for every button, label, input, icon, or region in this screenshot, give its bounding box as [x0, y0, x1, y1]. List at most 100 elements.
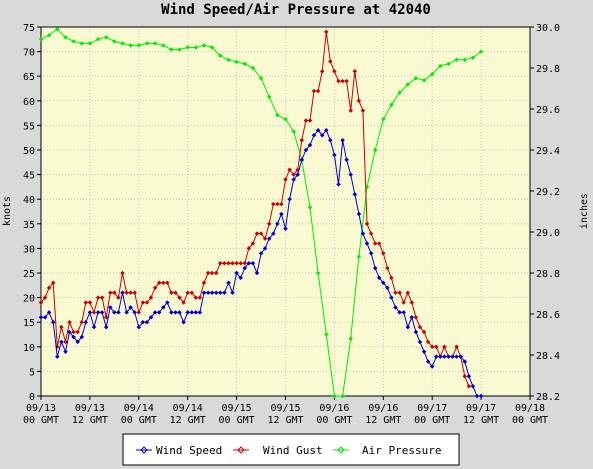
data-point	[417, 339, 423, 345]
data-point	[144, 300, 150, 305]
x-tick-label-time: 00 GMT	[219, 415, 255, 426]
data-point	[144, 41, 150, 46]
data-point	[348, 108, 354, 113]
x-tick-label-date: 09/15	[222, 403, 252, 414]
x-tick-label-date: 09/15	[270, 403, 300, 414]
data-point	[140, 319, 146, 325]
data-point	[136, 324, 142, 330]
data-point	[111, 290, 117, 296]
data-point	[356, 98, 362, 104]
data-point	[332, 152, 337, 158]
data-point	[275, 112, 280, 118]
data-point	[42, 295, 48, 300]
data-point	[425, 359, 431, 364]
data-point	[83, 319, 89, 325]
data-point	[63, 349, 68, 355]
data-point	[299, 157, 305, 163]
data-point	[307, 118, 313, 123]
data-point	[242, 61, 248, 67]
data-point	[164, 300, 170, 305]
data-point	[478, 49, 484, 54]
data-point	[50, 280, 56, 286]
chart-title: Wind Speed/Air Pressure at 42040	[161, 2, 431, 18]
data-point	[319, 132, 325, 138]
data-point	[315, 88, 321, 94]
data-point	[71, 334, 76, 340]
data-point	[376, 275, 382, 281]
data-point	[67, 329, 72, 335]
data-point	[230, 290, 235, 296]
data-point	[209, 290, 215, 296]
data-point	[450, 354, 455, 359]
data-point	[91, 324, 97, 330]
data-point	[54, 354, 60, 359]
data-point	[42, 314, 48, 320]
data-point	[458, 354, 464, 359]
data-point	[181, 300, 186, 305]
y-right-tick-label: 28.4	[536, 351, 560, 362]
data-point	[222, 260, 227, 266]
data-point	[46, 285, 52, 291]
x-tick-label-date: 09/13	[26, 403, 56, 414]
data-point	[213, 270, 219, 276]
data-point	[185, 45, 191, 50]
y-left-tick-label: 65	[23, 72, 35, 83]
data-point	[332, 393, 337, 399]
data-point	[87, 41, 93, 46]
legend-air-pressure-label: Air Pressure	[362, 444, 441, 457]
data-point	[128, 290, 133, 296]
data-point	[385, 285, 390, 291]
data-point	[217, 260, 223, 266]
data-point	[169, 47, 174, 52]
data-point	[120, 41, 125, 46]
x-tick-label-time: 00 GMT	[121, 415, 157, 426]
y-left-tick-label: 5	[29, 367, 35, 378]
data-point	[258, 250, 264, 256]
data-point	[254, 231, 260, 236]
series-layer	[38, 26, 484, 399]
data-point	[409, 314, 415, 320]
data-point	[401, 310, 407, 315]
y-left-tick-label: 50	[23, 146, 35, 157]
y-left-tick-label: 10	[23, 343, 35, 354]
data-point	[437, 354, 443, 359]
data-point	[38, 300, 44, 305]
data-point	[397, 90, 402, 95]
data-point	[380, 280, 386, 286]
data-point	[405, 290, 411, 296]
data-point	[372, 265, 378, 271]
data-point	[393, 305, 398, 310]
data-point	[454, 57, 459, 63]
data-point	[433, 344, 439, 350]
data-point	[303, 147, 309, 153]
legend-box	[122, 433, 460, 466]
data-point	[401, 300, 407, 305]
data-point	[197, 310, 203, 315]
data-point	[421, 349, 427, 355]
data-point	[238, 275, 244, 281]
x-tick-label-time: 12 GMT	[170, 415, 206, 426]
data-point	[250, 260, 256, 266]
data-point	[250, 65, 256, 71]
data-point	[107, 290, 113, 296]
data-point	[413, 75, 419, 81]
data-point	[156, 310, 162, 315]
data-point	[266, 236, 272, 241]
data-point	[380, 250, 386, 256]
data-point	[336, 182, 341, 187]
legend-wind-gust-label: Wind Gust	[263, 444, 323, 457]
data-point	[136, 43, 142, 48]
plot-frame	[40, 26, 531, 397]
data-point	[283, 116, 288, 122]
data-point	[177, 295, 182, 300]
data-point	[454, 344, 459, 350]
x-tick-label-time: 00 GMT	[23, 415, 59, 426]
data-point	[258, 231, 264, 236]
data-point	[429, 71, 435, 77]
data-point	[234, 59, 239, 65]
data-point	[209, 270, 215, 276]
y-left-tick-label: 60	[23, 97, 35, 108]
data-point	[429, 364, 435, 369]
y-right-tick-label: 28.2	[536, 392, 560, 403]
data-point	[201, 290, 207, 296]
